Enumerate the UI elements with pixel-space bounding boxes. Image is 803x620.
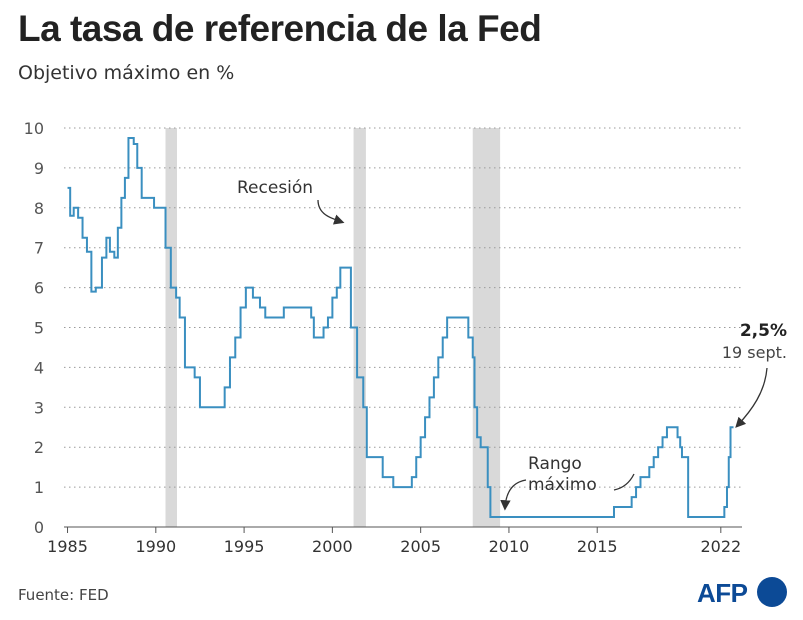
x-tick-labels: 1985 1990 1995 2000 2005 2010 2015 2022 bbox=[47, 537, 741, 556]
y-tick-label: 0 bbox=[34, 518, 44, 537]
x-tick-label: 1985 bbox=[47, 537, 88, 556]
y-tick-label: 6 bbox=[34, 279, 44, 298]
annotation-range-line1: Rango máximo bbox=[528, 454, 597, 495]
x-tick-label: 1990 bbox=[135, 537, 176, 556]
annotation-recession: Recesión bbox=[237, 178, 313, 198]
afp-logo-text: AFP bbox=[697, 578, 748, 608]
end-arrow bbox=[735, 367, 768, 428]
range-arrow bbox=[500, 479, 527, 511]
x-tick-label: 1995 bbox=[224, 537, 265, 556]
annotation-end-value: 2,5% bbox=[740, 321, 787, 341]
chart-title: La tasa de referencia de la Fed bbox=[18, 8, 542, 49]
x-tick-label: 2022 bbox=[700, 537, 741, 556]
afp-logo: AFP bbox=[697, 576, 789, 610]
fed-rate-chart: 0 1 2 3 4 5 6 7 8 9 10 1985 1990 1995 2000 2005 2010 201… bbox=[24, 119, 787, 556]
y-tick-label: 1 bbox=[34, 478, 44, 497]
recession-arrow bbox=[317, 199, 345, 225]
rate-series-line bbox=[67, 136, 734, 519]
x-tick-label: 2000 bbox=[312, 537, 353, 556]
y-tick-label: 4 bbox=[34, 358, 44, 377]
y-tick-label: 10 bbox=[24, 119, 44, 138]
y-tick-label: 8 bbox=[34, 199, 44, 218]
y-tick-label: 3 bbox=[34, 398, 44, 417]
range-curve bbox=[613, 473, 635, 491]
gridlines bbox=[64, 127, 742, 488]
y-tick-label: 2 bbox=[34, 438, 44, 457]
recession-band bbox=[165, 128, 177, 527]
y-tick-labels: 0 1 2 3 4 5 6 7 8 9 10 bbox=[24, 119, 44, 537]
x-tick-label: 2015 bbox=[577, 537, 618, 556]
x-tick-label: 2010 bbox=[489, 537, 530, 556]
chart-subtitle: Objetivo máximo en % bbox=[18, 62, 235, 84]
x-tick-label: 2005 bbox=[400, 537, 441, 556]
source-note: Fuente: FED bbox=[18, 586, 109, 604]
y-tick-label: 7 bbox=[34, 239, 44, 258]
y-tick-label: 5 bbox=[34, 319, 44, 338]
y-tick-label: 9 bbox=[34, 159, 44, 178]
axes bbox=[64, 526, 742, 533]
annotation-end-date: 19 sept. bbox=[722, 343, 787, 362]
recession-band bbox=[472, 128, 501, 527]
afp-logo-dot bbox=[757, 577, 787, 607]
